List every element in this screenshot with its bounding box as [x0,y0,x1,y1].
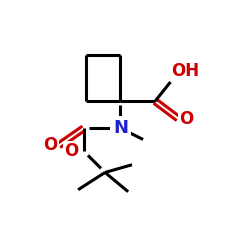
Text: O: O [64,142,78,160]
Text: O: O [179,110,194,128]
Text: O: O [44,136,58,154]
Text: OH: OH [172,62,200,80]
Text: N: N [113,119,128,137]
